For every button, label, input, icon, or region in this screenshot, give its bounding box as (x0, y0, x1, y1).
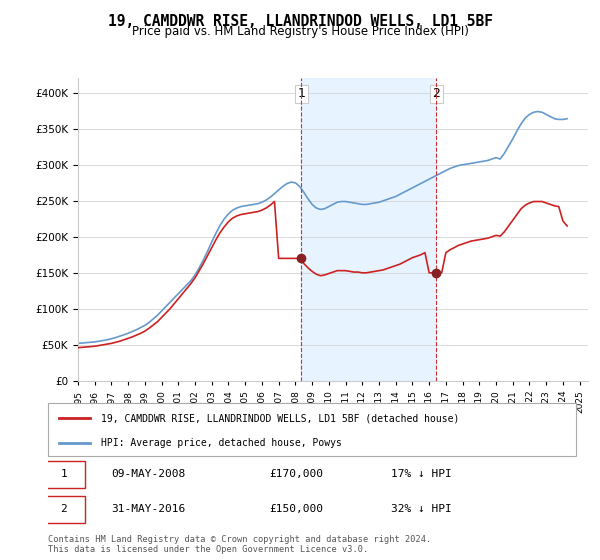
Text: 32% ↓ HPI: 32% ↓ HPI (391, 504, 452, 514)
Text: HPI: Average price, detached house, Powys: HPI: Average price, detached house, Powy… (101, 438, 341, 448)
Text: 19, CAMDDWR RISE, LLANDRINDOD WELLS, LD1 5BF: 19, CAMDDWR RISE, LLANDRINDOD WELLS, LD1… (107, 14, 493, 29)
Text: 19, CAMDDWR RISE, LLANDRINDOD WELLS, LD1 5BF (detached house): 19, CAMDDWR RISE, LLANDRINDOD WELLS, LD1… (101, 413, 459, 423)
Text: Contains HM Land Registry data © Crown copyright and database right 2024.
This d: Contains HM Land Registry data © Crown c… (48, 535, 431, 554)
Text: 2: 2 (61, 504, 67, 514)
Text: Price paid vs. HM Land Registry's House Price Index (HPI): Price paid vs. HM Land Registry's House … (131, 25, 469, 38)
Text: £150,000: £150,000 (270, 504, 324, 514)
FancyBboxPatch shape (48, 403, 576, 456)
FancyBboxPatch shape (43, 496, 85, 522)
Text: 1: 1 (61, 469, 67, 479)
Text: 1: 1 (298, 87, 305, 100)
Bar (301, 78, 436, 381)
FancyBboxPatch shape (43, 461, 85, 488)
Text: 17% ↓ HPI: 17% ↓ HPI (391, 469, 452, 479)
Text: £170,000: £170,000 (270, 469, 324, 479)
Text: 31-MAY-2016: 31-MAY-2016 (112, 504, 185, 514)
Text: 2: 2 (432, 87, 440, 100)
Text: 09-MAY-2008: 09-MAY-2008 (112, 469, 185, 479)
